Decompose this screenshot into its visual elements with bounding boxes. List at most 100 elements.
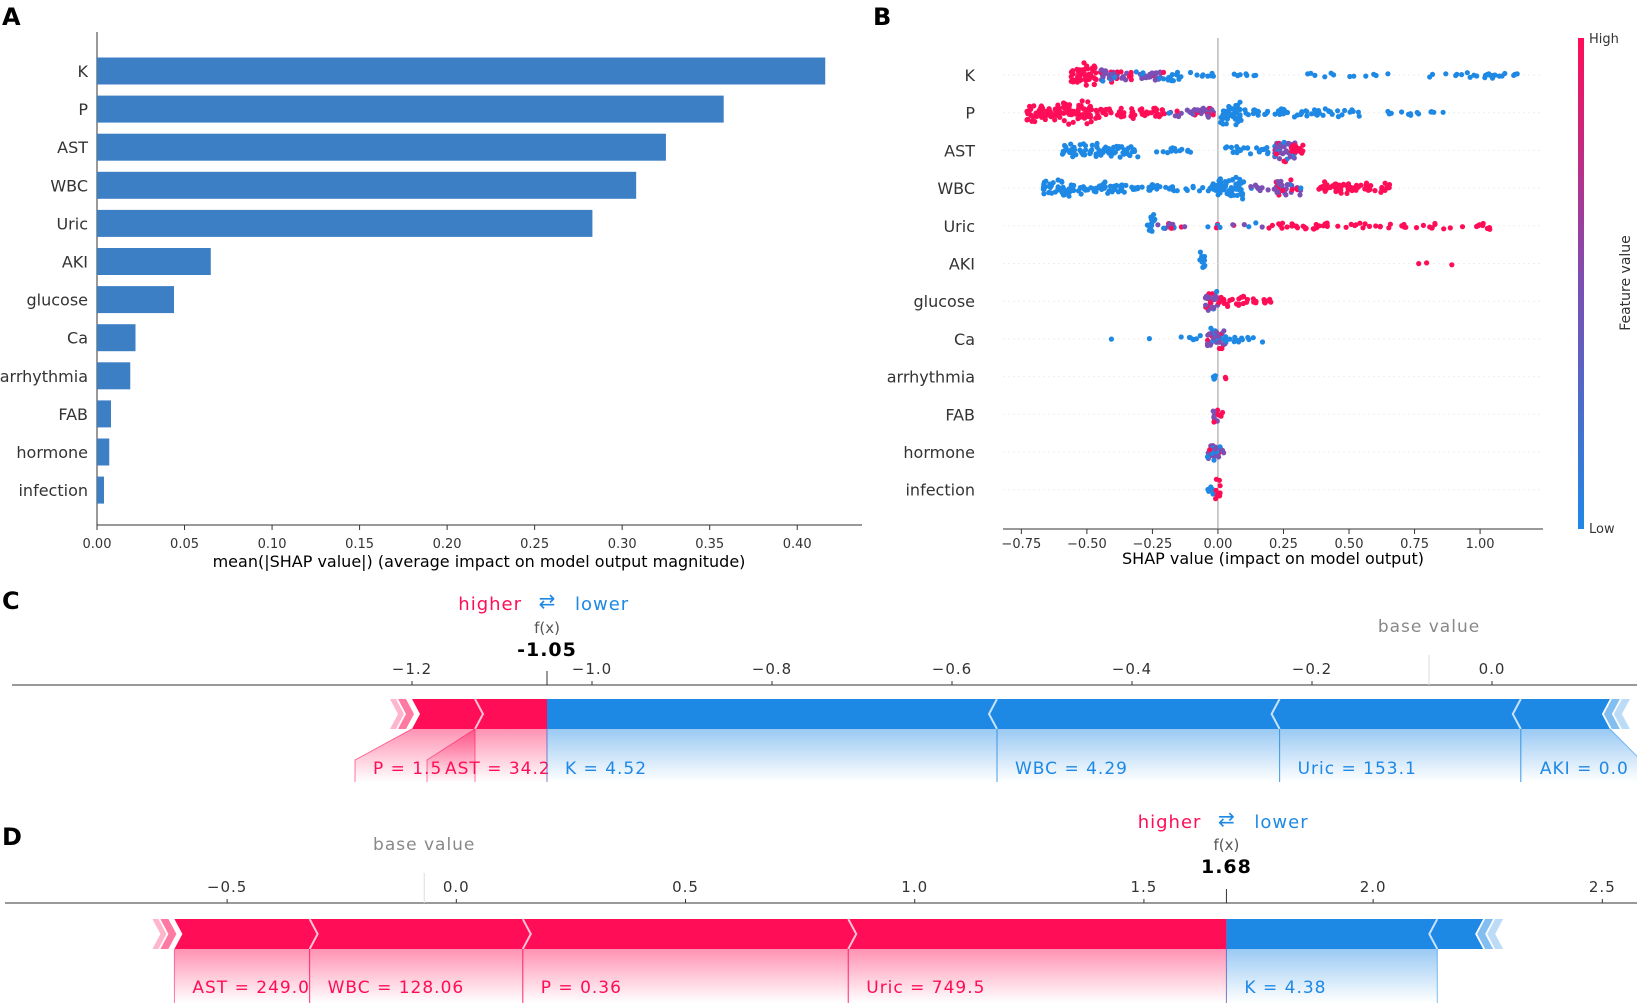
panel-b-beeswarm-chart: KP AST WBC Uric AKI glucose Ca arrhythmia FAB hor… — [887, 32, 1634, 568]
panel-b-point — [1399, 109, 1405, 115]
panel-b-point — [1272, 146, 1278, 152]
panel-b-point — [1166, 186, 1172, 192]
panel-b-point — [1237, 72, 1243, 78]
panel-c-legend-lower: lower — [575, 594, 629, 615]
panel-b-point — [1174, 69, 1181, 75]
panel-b-point — [1354, 184, 1360, 190]
panel-b-point — [1277, 111, 1283, 117]
panel-d-negative-tail — [1487, 919, 1504, 949]
panel-c-negative-tail — [1613, 699, 1630, 729]
panel-b-point — [1154, 182, 1160, 189]
panel-b-point — [1355, 109, 1361, 115]
panel-b-point — [1309, 111, 1315, 117]
panel-b-point — [1281, 106, 1287, 112]
panel-c-label-guide — [426, 728, 476, 782]
panel-c-negative-segment — [1271, 699, 1521, 729]
panel-b-point — [1239, 337, 1245, 343]
panel-b-feature-K — [1068, 60, 1520, 88]
panel-b-point — [1233, 301, 1240, 307]
panel-b-point — [1212, 446, 1218, 452]
panel-d-segment-divider — [1428, 918, 1439, 950]
panel-b-point — [1167, 76, 1173, 82]
panel-d-tick-label: 0.5 — [672, 878, 699, 896]
panel-b-point — [1211, 376, 1217, 382]
panel-b-point — [1289, 187, 1295, 193]
panel-b-point — [1116, 109, 1122, 115]
panel-c-force-plot: −1.2−1.0−0.8−0.6−0.4−0.20.00.2base value… — [12, 589, 1637, 782]
panel-b-point — [1464, 70, 1470, 76]
panel-b-point — [1226, 106, 1233, 112]
panel-d-negative-tail — [1477, 919, 1494, 949]
panel-b-point — [1067, 149, 1073, 155]
panel-b-feature-label: AKI — [949, 255, 975, 274]
panel-b-point — [1246, 336, 1252, 343]
panel-b-point — [1168, 225, 1174, 231]
panel-b-point — [1272, 111, 1278, 117]
panel-b-point — [1279, 182, 1285, 189]
panel-b-point — [1177, 148, 1183, 154]
panel-b-point — [1108, 336, 1114, 342]
panel-b-point — [1178, 334, 1184, 340]
panel-c-positive-tail — [390, 699, 404, 729]
panel-b-point — [1219, 447, 1226, 453]
panel-b-point — [1459, 224, 1466, 230]
panel-b-point — [1205, 113, 1211, 119]
panel-b-point — [1139, 75, 1145, 81]
panel-a-x-tick-label: 0.20 — [433, 537, 462, 552]
panel-b-point — [1241, 222, 1247, 228]
panel-d-positive-segment — [174, 919, 318, 949]
panel-b-point — [1284, 224, 1290, 230]
panel-b-point — [1065, 107, 1071, 113]
panel-b-feature-arrhythmia — [1210, 373, 1229, 382]
panel-b-point — [1258, 146, 1265, 153]
panel-c-label-shade — [997, 729, 1280, 782]
panel-b-point — [1073, 152, 1079, 158]
panel-b-point — [1059, 179, 1065, 185]
panel-b-point — [1269, 222, 1275, 228]
panel-b-x-tick-label: 0.75 — [1400, 537, 1429, 552]
panel-b-point — [1251, 107, 1257, 113]
panel-b-point — [1230, 176, 1236, 183]
panel-a-bar-AKI — [97, 248, 211, 275]
panel-b-point — [1327, 109, 1334, 115]
panel-b-point — [1255, 109, 1262, 115]
panel-b-feature-label: FAB — [945, 405, 975, 424]
panel-b-feature-label: arrhythmia — [887, 368, 975, 387]
panel-b-point — [1276, 156, 1283, 162]
panel-b-point — [1201, 264, 1207, 270]
panel-label-b: B — [873, 3, 891, 31]
panel-b-point — [1047, 111, 1053, 117]
panel-a-category-label: Ca — [67, 329, 88, 348]
panel-a-x-tick-label: 0.25 — [520, 537, 549, 552]
panel-b-point — [1281, 139, 1287, 145]
panel-b-feature-label: glucose — [913, 292, 975, 311]
panel-c-label-shade — [427, 729, 547, 782]
panel-b-point — [1205, 224, 1211, 230]
panel-b-point — [1210, 73, 1216, 79]
panel-c-tick-label: −1.2 — [392, 660, 432, 678]
panel-b-point — [1036, 111, 1042, 118]
panel-b-point — [1386, 225, 1392, 231]
panel-b-point — [1085, 99, 1091, 105]
panel-b-point — [1151, 212, 1157, 218]
panel-d-feature-label: Uric = 749.5 — [866, 978, 985, 998]
panel-b-point — [1288, 177, 1294, 183]
panel-b-point — [1087, 72, 1093, 78]
panel-b-point — [1132, 186, 1138, 192]
panel-b-point — [1298, 111, 1304, 118]
panel-b-point — [1149, 221, 1155, 227]
panel-b-point — [1298, 185, 1304, 191]
panel-b-point — [1360, 225, 1366, 231]
panel-b-point — [1055, 186, 1061, 192]
panel-b-feature-label: Ca — [954, 330, 975, 349]
panel-b-point — [1214, 329, 1220, 335]
panel-b-point — [1265, 187, 1271, 193]
panel-b-point — [1121, 110, 1127, 116]
panel-a-category-label: Uric — [56, 214, 88, 233]
panel-b-point — [1118, 69, 1124, 75]
panel-d-tick-label: 1.5 — [1130, 878, 1157, 896]
panel-b-point — [1424, 260, 1430, 266]
panel-d-legend-arrow-icon: ⇄ — [1218, 807, 1235, 831]
panel-b-point — [1107, 183, 1114, 189]
